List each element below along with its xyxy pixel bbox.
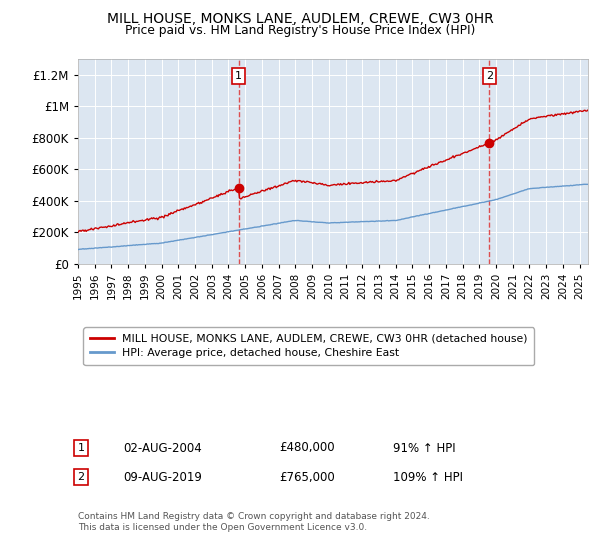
- Legend: MILL HOUSE, MONKS LANE, AUDLEM, CREWE, CW3 0HR (detached house), HPI: Average pr: MILL HOUSE, MONKS LANE, AUDLEM, CREWE, C…: [83, 328, 535, 365]
- Text: 1: 1: [77, 443, 85, 453]
- Text: Price paid vs. HM Land Registry's House Price Index (HPI): Price paid vs. HM Land Registry's House …: [125, 24, 475, 36]
- Text: 2: 2: [486, 71, 493, 81]
- Text: MILL HOUSE, MONKS LANE, AUDLEM, CREWE, CW3 0HR: MILL HOUSE, MONKS LANE, AUDLEM, CREWE, C…: [107, 12, 493, 26]
- Text: £765,000: £765,000: [279, 470, 335, 484]
- Text: 09-AUG-2019: 09-AUG-2019: [123, 470, 202, 484]
- Text: 02-AUG-2004: 02-AUG-2004: [123, 441, 202, 455]
- Text: 1: 1: [235, 71, 242, 81]
- Text: 109% ↑ HPI: 109% ↑ HPI: [393, 470, 463, 484]
- Text: Contains HM Land Registry data © Crown copyright and database right 2024.
This d: Contains HM Land Registry data © Crown c…: [78, 512, 430, 532]
- Text: £480,000: £480,000: [279, 441, 335, 455]
- Text: 2: 2: [77, 472, 85, 482]
- Text: 91% ↑ HPI: 91% ↑ HPI: [393, 441, 455, 455]
